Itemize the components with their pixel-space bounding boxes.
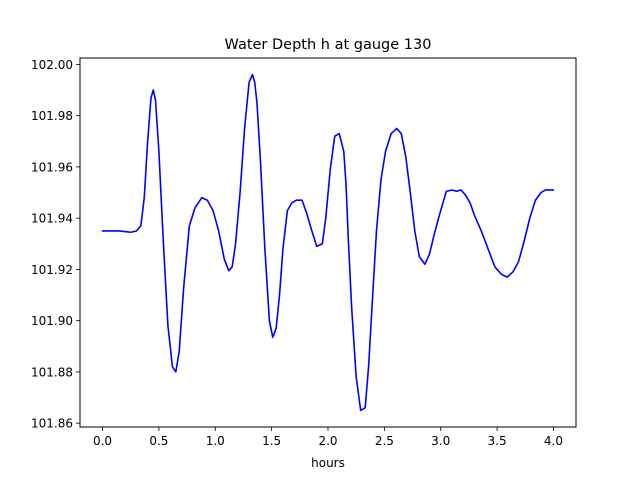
y-tick-label: 101.86 bbox=[31, 417, 73, 431]
y-axis-ticks: 101.86 101.88 101.90 101.92 101.94 101.96 101.… bbox=[31, 58, 80, 431]
y-tick-label: 101.88 bbox=[31, 365, 73, 379]
y-tick-label: 101.98 bbox=[31, 109, 73, 123]
x-tick-label: 0.5 bbox=[149, 434, 168, 448]
chart-title: Water Depth h at gauge 130 bbox=[225, 37, 432, 53]
x-tick-label: 2.0 bbox=[318, 434, 337, 448]
series-line-1 bbox=[101, 73, 555, 412]
x-axis-ticks: 0.0 0.5 1.0 1.5 2.0 2.5 3.0 3.5 4.0 bbox=[93, 427, 563, 448]
x-tick-label: 3.5 bbox=[488, 434, 507, 448]
x-tick-label: 2.5 bbox=[375, 434, 394, 448]
x-tick-label: 1.0 bbox=[206, 434, 225, 448]
x-tick-label: 0.0 bbox=[93, 434, 112, 448]
x-tick-label: 1.5 bbox=[262, 434, 281, 448]
y-tick-label: 101.92 bbox=[31, 263, 73, 277]
x-axis-label: hours bbox=[311, 456, 345, 470]
y-tick-label: 101.96 bbox=[31, 160, 73, 174]
x-tick-label: 4.0 bbox=[544, 434, 563, 448]
y-tick-label: 101.90 bbox=[31, 314, 73, 328]
y-tick-label: 101.94 bbox=[31, 212, 73, 226]
y-tick-label: 102.00 bbox=[31, 58, 73, 72]
x-tick-label: 3.0 bbox=[431, 434, 450, 448]
